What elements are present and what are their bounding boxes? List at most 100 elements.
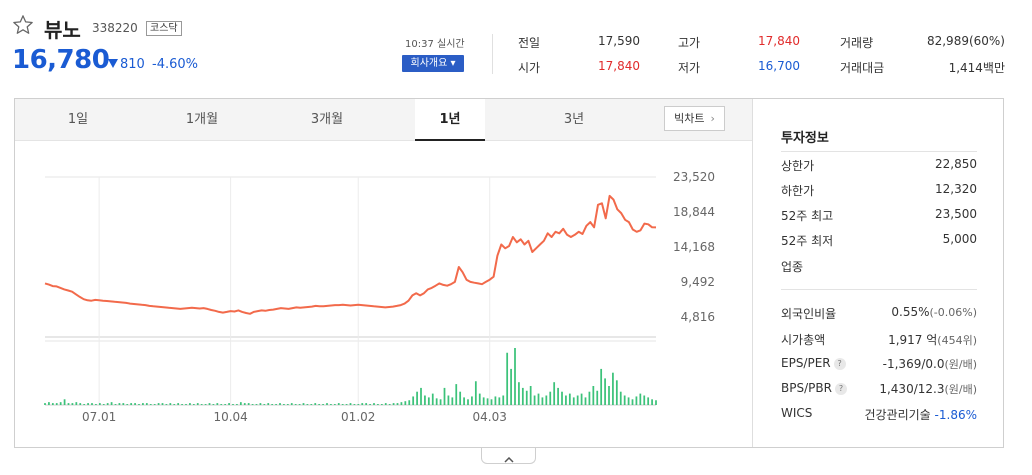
help-icon[interactable]: ? [834,383,847,395]
quote-label-volume: 거래량 [840,36,874,50]
volume-bar [181,404,183,405]
volume-bar [279,403,281,405]
volume-bar [510,368,512,405]
favorite-star-icon[interactable] [12,14,34,36]
divider [781,289,977,290]
wics-industry[interactable]: 건강관리기술 [864,408,931,422]
volume-bar [619,391,622,405]
volume-bar [286,404,289,405]
volume-bar [443,387,446,405]
volume-bar [584,397,587,405]
volume-bar [420,387,422,405]
foreign-ratio-change: (-0.06%) [929,306,978,319]
volume-bar [384,403,387,405]
volume-bar [643,395,646,405]
volume-bar [377,404,379,405]
volume-bar [592,386,595,405]
volume-bar [623,395,626,405]
volume-bar [153,404,156,405]
low52-label: 52주 최저 [781,234,834,248]
volume-bar [114,404,117,405]
quote-value-prev-close: 17,590 [598,34,640,48]
volume-bar [380,404,383,405]
volume-bar [177,403,180,405]
tab-1year[interactable]: 1년 [415,99,485,141]
volume-bar [51,403,54,405]
volume-bar [337,403,340,405]
volume-bar [396,403,399,405]
volume-bar [471,396,473,405]
volume-bar [224,404,227,405]
tab-3month[interactable]: 3개월 [310,112,344,127]
volume-bar [412,396,415,405]
bigchart-button[interactable]: 빅차트 › [664,106,725,131]
volume-bar [326,403,328,405]
volume-bar [416,391,418,405]
volume-bar [553,382,556,405]
volume-bar [118,403,121,405]
volume-bar [502,395,505,405]
wics-value[interactable]: 건강관리기술 -1.86% [864,406,977,423]
quote-value-trade-amount: 1,414백만 [948,61,1005,75]
volume-bar [467,399,469,405]
volume-bar [533,395,536,405]
foreign-ratio-number: 0.55% [891,305,930,319]
upper-limit-label: 상한가 [781,159,815,173]
volume-bar [318,404,321,405]
volume-bar [126,404,129,405]
volume-bar [192,404,195,405]
volume-bar [138,404,140,405]
price-axis-label: 9,492 [681,275,715,289]
date-axis-label: 01.02 [341,410,375,424]
tab-1month[interactable]: 1개월 [185,112,219,127]
volume-bar [537,393,540,405]
volume-bar [451,397,454,405]
volume-bar [518,382,520,405]
volume-bar [474,381,477,405]
volume-bar [635,396,638,405]
volume-bar [486,398,489,405]
eps-per-label-text: EPS/PER [781,356,831,370]
volume-bar [48,402,50,405]
collapse-button[interactable] [481,448,536,464]
volume-bar [333,404,336,405]
volume-bar [557,387,559,405]
volume-bar [145,403,148,405]
foreign-ratio-label: 외국인비율 [781,307,837,321]
volume-bar [75,402,78,405]
volume-bar [561,391,563,405]
volume-bar [91,403,93,405]
volume-bar [259,403,262,405]
help-icon[interactable]: ? [833,358,846,370]
volume-bar [251,404,254,405]
volume-bar [236,404,238,405]
tab-3year[interactable]: 3년 [563,112,585,127]
volume-bar [165,404,168,405]
volume-bar [142,403,144,405]
company-overview-button[interactable]: 회사개요 ▾ [402,55,464,72]
date-axis-label: 07.01 [82,410,116,424]
foreign-ratio-value: 0.55%(-0.06%) [891,305,977,319]
chevron-right-icon: › [710,112,715,125]
volume-bar [651,399,653,405]
date-axis-label: 04.03 [473,410,507,424]
tab-1day[interactable]: 1일 [67,112,89,127]
bps-pbr-unit: (원/배) [944,383,977,396]
volume-bar [208,403,211,405]
eps-per-label: EPS/PER? [781,356,846,370]
volume-bar [408,400,411,405]
volume-bar [514,348,516,405]
volume-bar [506,352,509,405]
header-divider [492,34,493,74]
volume-bar [255,404,258,405]
volume-bar [373,403,375,405]
quote-value-open: 17,840 [598,59,640,73]
market-cap-rank: (454위) [937,334,977,347]
volume-bar [306,404,309,405]
volume-bar [365,403,368,405]
quote-label-high: 고가 [678,36,701,50]
volume-bar [572,397,575,405]
volume-bar [494,396,497,405]
volume-bar [565,395,567,405]
volume-bar [596,390,599,405]
